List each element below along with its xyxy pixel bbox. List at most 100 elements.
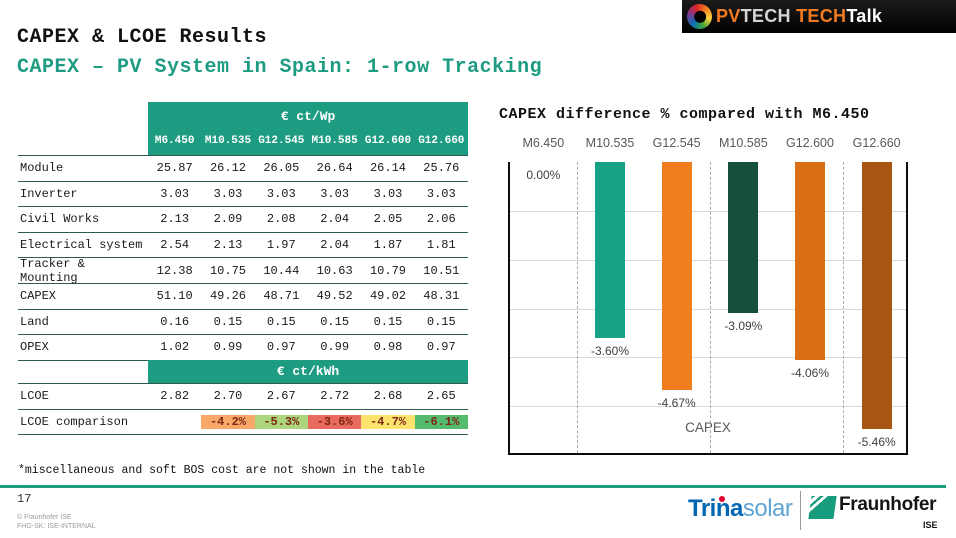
- cell-value: 0.15: [426, 314, 456, 329]
- cell-value: 2.13: [160, 212, 190, 227]
- chart-gridline: [510, 308, 906, 310]
- row-label: Inverter: [20, 186, 78, 201]
- bar-value-label: -4.06%: [790, 366, 830, 381]
- row-label: Civil Works: [20, 212, 100, 227]
- lcoe-comparison-value: -3.6%: [307, 414, 362, 429]
- fraunhofer-ise-label: ISE: [923, 520, 938, 530]
- table-rows-kwh: LCOE 2.82 2.70 2.67 2.72 2.68 2.65 LCOE compari…: [18, 384, 468, 436]
- cell-value: 26.64: [316, 161, 353, 176]
- cell-value: 25.87: [156, 161, 193, 176]
- category-label: G12.545: [652, 136, 701, 150]
- bar-value-label: -5.46%: [857, 434, 896, 449]
- category-label: M10.585: [719, 136, 768, 150]
- cell-value: 10.44: [263, 263, 300, 278]
- pvtech-tech2: TECH: [796, 6, 847, 26]
- cell-value: 2.04: [320, 238, 350, 253]
- page-number: 17: [17, 492, 32, 506]
- lcoe-comparison-value: -6.1%: [414, 414, 468, 429]
- pvtech-tech: TECH: [740, 6, 791, 26]
- fraunhofer-logo: Fraunhofer ISE: [808, 494, 938, 530]
- cell-value: 2.08: [266, 212, 296, 227]
- cell-value: 2.82: [160, 389, 190, 404]
- trina-wordmark-light: solar: [742, 495, 793, 522]
- cell-value: 2.65: [426, 389, 456, 404]
- row-label: Land: [20, 314, 49, 329]
- chart-gridline: [510, 210, 906, 212]
- cell-value: 10.75: [209, 263, 246, 278]
- cell-value: 49.02: [369, 289, 406, 304]
- cell-value: 0.15: [213, 314, 243, 329]
- cell-value: 0.97: [426, 340, 456, 355]
- cell-value: 0.16: [160, 314, 190, 329]
- chart-bar: [595, 162, 625, 338]
- pvtech-ring-icon: [683, 0, 716, 33]
- cell-value: 3.03: [426, 186, 456, 201]
- chart-bar: [728, 162, 759, 313]
- table-row: LCOE 2.82 2.70 2.67 2.72 2.68 2.65: [18, 384, 468, 410]
- unit-header-wp: € ct/Wp: [280, 108, 336, 124]
- column-header: M10.535: [204, 135, 252, 147]
- chart-plot: CAPEX M6.450 0.00% M10.535 -3.60% G12.545 -4.…: [508, 136, 908, 455]
- cell-value: 2.72: [320, 389, 350, 404]
- cell-value: 3.03: [320, 186, 350, 201]
- cell-value: 26.05: [263, 161, 300, 176]
- row-label: CAPEX: [20, 289, 57, 304]
- lcoe-comparison-cell: -3.6%: [307, 414, 362, 429]
- cell-value: 1.97: [266, 238, 296, 253]
- cell-value: 25.76: [423, 161, 460, 176]
- cell-value: 2.70: [213, 389, 243, 404]
- column-header: M10.585: [311, 135, 358, 147]
- kwh-band-spacer: [18, 360, 148, 383]
- fraunhofer-wordmark: Fraunhofer: [839, 494, 937, 515]
- chart-bar: [795, 162, 825, 361]
- row-label: Electrical system: [20, 238, 143, 253]
- column-header: G12.660: [418, 135, 465, 147]
- chart-bar: [861, 162, 892, 429]
- cell-value: 0.99: [320, 340, 350, 355]
- cell-value: 0.97: [266, 340, 296, 355]
- cell-value: 2.68: [373, 389, 403, 404]
- table-column-headers: M6.450 M10.535 G12.545 M10.585 G12.600 G12.66…: [148, 130, 468, 155]
- bar-value-label: -3.60%: [590, 343, 630, 358]
- table-row: Electrical system 2.54 2.13 1.97 2.04 1.87 1.8…: [18, 233, 468, 259]
- table-row: LCOE comparison -4.2% -5.3% -3.6% -4.7% -6.1%: [18, 410, 468, 436]
- row-label: Module: [20, 161, 64, 176]
- table-row: OPEX 1.02 0.99 0.97 0.99 0.98 0.97: [18, 335, 468, 361]
- bar-value-label: 0.00%: [526, 168, 561, 182]
- lcoe-comparison-cell: -4.2%: [201, 414, 255, 429]
- cell-value: 10.63: [316, 263, 353, 278]
- cell-value: 49.26: [209, 289, 246, 304]
- chart-gridline: [510, 357, 906, 359]
- category-separator: [710, 162, 711, 453]
- pvtech-banner: PVTECH TECHTalk: [682, 0, 956, 33]
- cell-value: 2.06: [426, 212, 456, 227]
- row-label: LCOE: [20, 389, 49, 404]
- column-header: G12.545: [258, 135, 305, 147]
- cell-value: 3.03: [266, 186, 296, 201]
- pvtech-talk: Talk: [846, 6, 883, 26]
- row-label: LCOE comparison: [20, 414, 129, 429]
- table-row: Land 0.16 0.15 0.15 0.15 0.15 0.15: [18, 310, 468, 336]
- pvtech-wordmark: PVTECH TECHTalk: [716, 6, 882, 27]
- unit-header-kwh: € ct/kWh: [148, 360, 468, 383]
- category-separator: [576, 162, 578, 453]
- chart-bar: [661, 162, 692, 391]
- table-row: Module 25.87 26.12 26.05 26.64 26.14 25.76: [18, 156, 468, 182]
- cell-value: 0.15: [266, 314, 296, 329]
- cell-value: 51.10: [156, 289, 193, 304]
- table-rows-wp: Module 25.87 26.12 26.05 26.64 26.14 25.76 Inve…: [18, 155, 468, 361]
- trinasolar-logo: Trinasolar: [688, 495, 793, 523]
- internal-label: FHG-SK: ISE-INTERNAL: [17, 523, 96, 530]
- row-label: Tracker & Mounting: [20, 256, 85, 285]
- cell-value: 1.81: [426, 238, 456, 253]
- cell-value: 3.03: [373, 186, 403, 201]
- cell-value: 48.31: [423, 289, 460, 304]
- lcoe-comparison-value: -4.7%: [361, 414, 415, 429]
- cell-value: 2.54: [160, 238, 190, 253]
- cell-value: 26.14: [369, 161, 406, 176]
- cell-value: 0.99: [213, 340, 243, 355]
- chart-title: CAPEX difference % compared with M6.450: [499, 106, 870, 123]
- cell-value: 10.79: [369, 263, 406, 278]
- lcoe-comparison-value: -5.3%: [254, 414, 308, 429]
